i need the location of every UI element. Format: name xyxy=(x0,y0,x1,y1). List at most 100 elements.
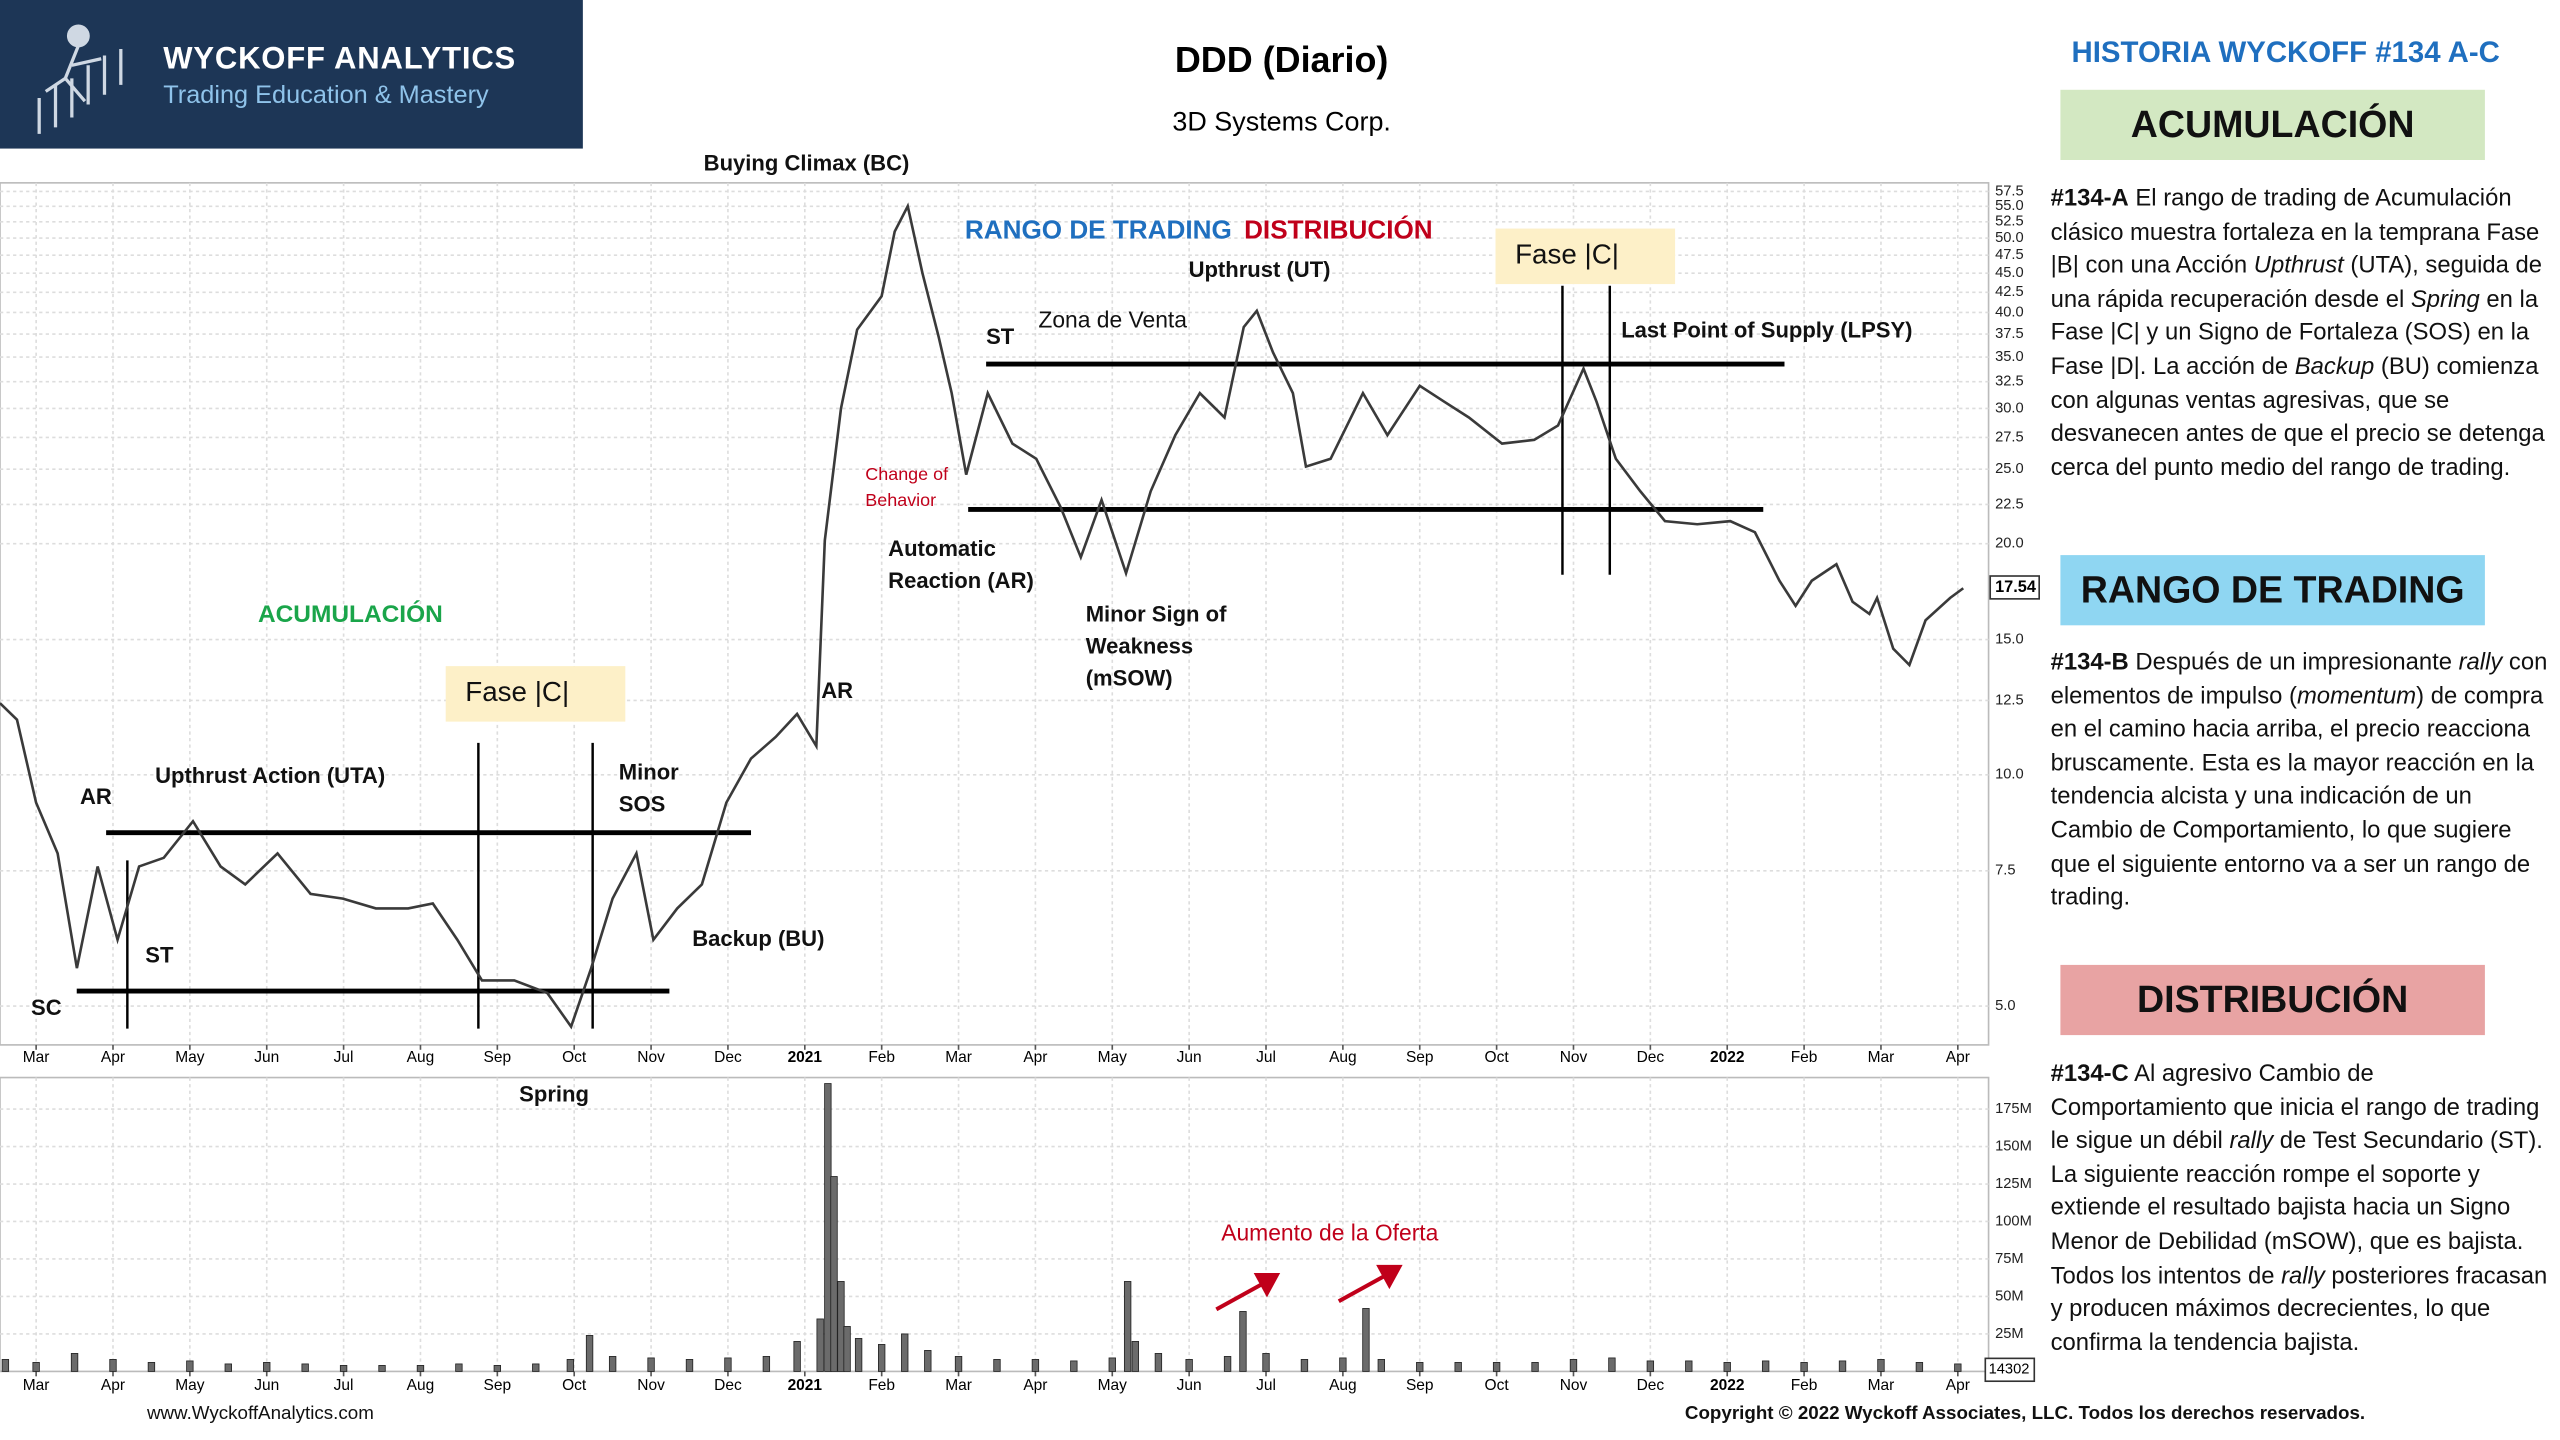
x-tick-label: May xyxy=(175,1377,205,1394)
volume-bar xyxy=(224,1363,232,1372)
y-tick-label: 32.5 xyxy=(1995,374,2024,390)
volume-bar xyxy=(762,1356,771,1372)
volume-bar xyxy=(1531,1362,1539,1372)
arrow xyxy=(1215,1281,1265,1312)
last-price: 17.54 xyxy=(1995,578,2036,596)
volume-bar xyxy=(1838,1360,1847,1372)
chart-title: DDD (Diario) xyxy=(1174,39,1389,80)
y-tick-label: 42.5 xyxy=(1995,284,2024,300)
text-run: El rango de trading de Acumulación clási… xyxy=(2050,186,2540,280)
y-tick-label: 47.5 xyxy=(1995,247,2024,263)
y-tick-label: 50M xyxy=(1995,1288,2024,1304)
arrow-head xyxy=(1253,1273,1281,1298)
annotation: Change of xyxy=(865,464,949,484)
annotation: ACUMULACIÓN xyxy=(258,600,443,628)
volume-bar xyxy=(455,1363,463,1372)
annotation: Minor Sign of xyxy=(1086,601,1227,626)
volume-bar xyxy=(816,1318,824,1372)
text-run: #134-C xyxy=(2050,1061,2129,1088)
volume-bar xyxy=(993,1359,1001,1372)
volume-bar xyxy=(924,1350,932,1372)
annotation: Upthrust (UT) xyxy=(1189,257,1331,282)
volume-bar xyxy=(147,1362,156,1372)
volume-bar xyxy=(685,1359,694,1372)
annotation: Fase |C| xyxy=(465,676,569,707)
section-text: #134-C Al agresivo Cambio de Comportamie… xyxy=(2051,1058,2551,1361)
volume-bar xyxy=(1262,1353,1270,1372)
volume-bar xyxy=(263,1362,271,1372)
annotation: AR xyxy=(80,784,112,809)
x-tick-label: Nov xyxy=(1560,1049,1588,1066)
plot-frame xyxy=(0,1076,1990,1373)
y-tick-label: 125M xyxy=(1995,1176,2032,1192)
volume-bar xyxy=(339,1365,348,1372)
volume-bar xyxy=(109,1359,117,1372)
text-run: #134-A xyxy=(2050,186,2129,213)
annotation: RANGO DE TRADING xyxy=(965,215,1232,245)
annotation: Last Point of Supply (LPSY) xyxy=(1621,317,1912,342)
annotation: (mSOW) xyxy=(1086,665,1173,690)
volume-bar xyxy=(493,1365,502,1372)
y-tick-label: 5.0 xyxy=(1995,998,2015,1014)
x-tick-label: Oct xyxy=(1485,1377,1510,1394)
volume-bar xyxy=(585,1335,594,1372)
volume-bar xyxy=(954,1356,963,1372)
volume-bar xyxy=(1185,1359,1193,1372)
x-tick-label: May xyxy=(1098,1049,1128,1066)
x-tick-label: Feb xyxy=(868,1049,895,1066)
x-tick-label: Oct xyxy=(1485,1049,1510,1066)
annotation: Upthrust Action (UTA) xyxy=(155,763,385,788)
arrow-head xyxy=(1376,1264,1403,1290)
volume-bar xyxy=(1108,1357,1116,1372)
text-run: de Test Secundario (ST). La siguiente re… xyxy=(2050,1128,2543,1290)
y-tick-label: 75M xyxy=(1995,1251,2024,1267)
annotation: Zona de Venta xyxy=(1038,307,1187,333)
volume-bar xyxy=(1646,1360,1655,1372)
annotation: Behavior xyxy=(865,490,936,510)
x-tick-label: Mar xyxy=(23,1049,50,1066)
last-volume: 14302 xyxy=(1989,1362,2030,1378)
x-tick-label: Sep xyxy=(1406,1049,1434,1066)
volume-bar xyxy=(1300,1359,1309,1372)
y-tick-label: 25M xyxy=(1995,1326,2024,1342)
volume-bar xyxy=(32,1362,40,1372)
y-tick-label: 7.5 xyxy=(1995,863,2015,879)
x-tick-label: 2021 xyxy=(788,1377,823,1394)
text-run: (UTA), seguida de una rápida recuperació… xyxy=(2050,253,2543,314)
text-run: (BU) comienza con algunas ventas agresiv… xyxy=(2050,354,2545,482)
x-tick-label: Dec xyxy=(714,1377,742,1394)
volume-bar xyxy=(1362,1308,1370,1372)
volume-bar xyxy=(1154,1353,1163,1372)
y-tick-label: 12.5 xyxy=(1995,692,2024,708)
x-tick-label: Jul xyxy=(1256,1049,1276,1066)
x-tick-label: 2022 xyxy=(1710,1049,1744,1066)
last-price-box xyxy=(1989,575,2040,600)
text-run: en la Fase |C| y un Signo de Fortaleza (… xyxy=(2050,286,2539,381)
x-tick-label: Aug xyxy=(1329,1377,1357,1394)
x-tick-label: Jun xyxy=(254,1049,279,1066)
volume-bar xyxy=(1454,1362,1462,1372)
volume-bar xyxy=(532,1363,540,1372)
price-line xyxy=(0,202,1965,1030)
x-tick-label: Feb xyxy=(868,1377,895,1394)
x-tick-label: Mar xyxy=(1868,1049,1895,1066)
text-run: Después de un impresionante xyxy=(2128,649,2459,676)
volume-bar xyxy=(1031,1359,1040,1372)
annotation: Weakness xyxy=(1086,633,1193,658)
last-volume-box xyxy=(1984,1357,2036,1383)
volume-bar xyxy=(186,1360,194,1372)
x-tick-label: Dec xyxy=(714,1049,742,1066)
x-tick-label: Jul xyxy=(334,1049,354,1066)
logo-icon xyxy=(37,24,123,134)
volume-bar xyxy=(1339,1357,1347,1372)
section-heading: RANGO DE TRADING xyxy=(2060,555,2485,626)
volume-bar xyxy=(301,1363,309,1372)
volume-bar xyxy=(1608,1357,1616,1372)
x-tick-label: Mar xyxy=(23,1377,50,1394)
x-tick-label: Feb xyxy=(1791,1049,1818,1066)
y-tick-label: 55.0 xyxy=(1995,198,2024,214)
volume-bar xyxy=(1123,1281,1132,1372)
volume-bar xyxy=(1761,1360,1770,1372)
text-run: posteriores fracasan y producen máximos … xyxy=(2050,1262,2548,1357)
